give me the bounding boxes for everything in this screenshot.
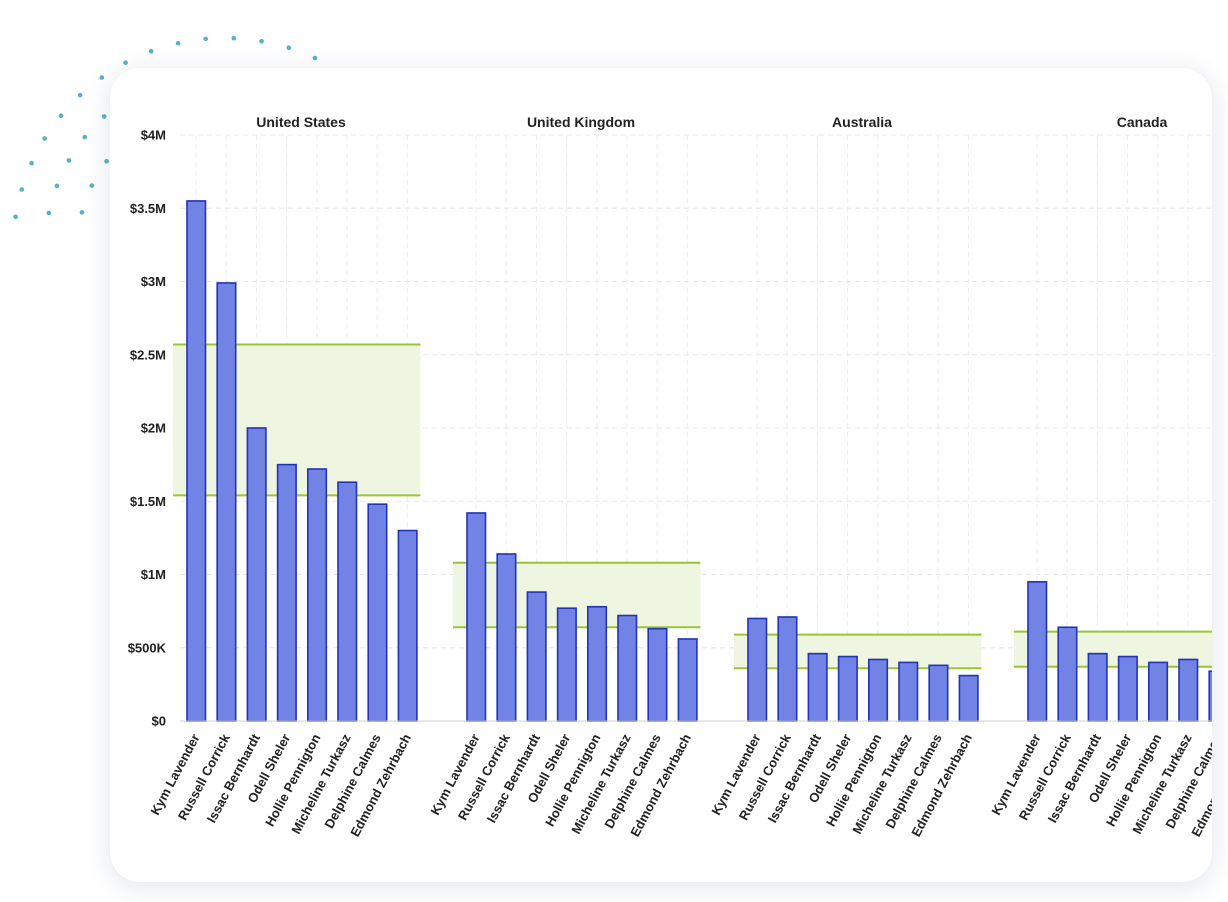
y-tick-label: $4M — [141, 128, 166, 143]
panel-title: United States — [256, 114, 346, 130]
bar-issac-bernhardt — [246, 427, 267, 722]
bar-delphine-calmes — [367, 503, 388, 722]
bar-kym-lavender — [186, 200, 207, 722]
bar-edmond-zehrbach — [958, 674, 979, 722]
bar-odell-sheler — [837, 655, 858, 722]
decorative-dot — [231, 35, 237, 41]
bar-russell-corrick — [216, 282, 237, 722]
decorative-dot — [46, 210, 52, 216]
bar-issac-bernhardt — [1087, 652, 1108, 722]
bar-odell-sheler — [276, 463, 297, 722]
y-tick-label: $2.5M — [130, 347, 166, 362]
y-tick-label: $0 — [152, 714, 166, 729]
bar-delphine-calmes — [647, 627, 668, 722]
decorative-dot — [312, 55, 318, 61]
bar-micheline-turkasz — [617, 614, 638, 722]
decorative-dot — [77, 92, 83, 98]
bar-kym-lavender — [747, 617, 768, 722]
bar-issac-bernhardt — [807, 652, 828, 722]
decorative-dot — [286, 45, 292, 51]
decorative-dot — [123, 60, 128, 65]
decorative-dot — [259, 38, 264, 44]
decorative-dot — [42, 136, 47, 141]
decorative-dot — [101, 114, 107, 119]
y-tick-label: $500K — [128, 640, 167, 655]
bar-delphine-calmes — [1208, 670, 1212, 722]
bar-issac-bernhardt — [526, 591, 547, 722]
bar-russell-corrick — [496, 553, 517, 722]
decorative-dot — [89, 183, 95, 188]
decorative-dot — [79, 210, 85, 215]
chart-card: $0 $500K $1M $1.5M $2M $2.5M $3M $3.5M $4M United… — [110, 68, 1212, 882]
bar-hollie-pennigton — [1148, 661, 1169, 722]
decorative-dot — [58, 113, 64, 118]
decorative-dot — [175, 41, 181, 46]
bar-micheline-turkasz — [337, 481, 358, 722]
bar-edmond-zehrbach — [397, 529, 418, 722]
bar-micheline-turkasz — [1178, 658, 1199, 722]
bar-hollie-pennigton — [867, 658, 889, 722]
decorative-dot — [66, 158, 72, 163]
decorative-dot — [19, 187, 25, 192]
bar-russell-corrick — [777, 616, 798, 722]
panel-title: United Kingdom — [527, 114, 635, 130]
bar-kym-lavender — [1027, 581, 1048, 722]
bar-micheline-turkasz — [898, 661, 919, 722]
bar-kym-lavender — [466, 512, 487, 722]
decorative-dot — [54, 183, 60, 189]
bar-delphine-calmes — [928, 664, 949, 722]
y-tick-label: $1.5M — [130, 494, 166, 509]
y-tick-label: $3M — [141, 274, 166, 289]
decorative-dot — [203, 36, 208, 42]
panel-title: Canada — [1117, 114, 1168, 130]
y-tick-label: $3.5M — [130, 201, 166, 216]
bar-hollie-pennigton — [307, 468, 328, 722]
panel-title: Australia — [832, 114, 892, 130]
decorative-dot — [82, 134, 88, 140]
decorative-dot — [13, 214, 18, 220]
decorative-dot — [99, 75, 105, 80]
decorative-dot — [29, 160, 34, 166]
decorative-dot — [104, 158, 109, 164]
bar-hollie-pennigton — [586, 605, 608, 722]
y-tick-label: $2M — [141, 421, 166, 436]
decorative-dot — [148, 49, 154, 54]
bar-edmond-zehrbach — [677, 638, 698, 722]
y-tick-label: $1M — [141, 567, 166, 582]
bar-russell-corrick — [1057, 626, 1078, 722]
bar-odell-sheler — [556, 607, 577, 722]
bar-chart: $0$500K$1M$1.5M$2M$2.5M$3M$3.5M$4MUnited… — [128, 114, 1212, 839]
bar-odell-sheler — [1117, 655, 1138, 722]
